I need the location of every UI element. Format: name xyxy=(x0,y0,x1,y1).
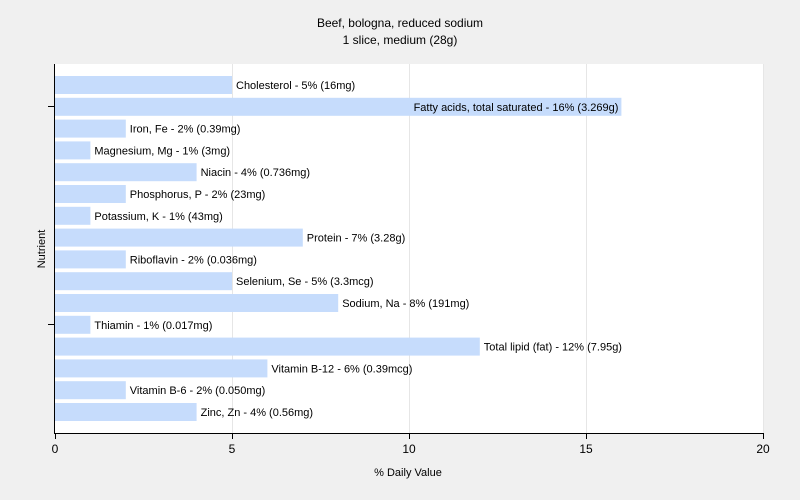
bar xyxy=(55,228,303,247)
bar-label: Zinc, Zn - 4% (0.56mg) xyxy=(201,407,313,419)
bar xyxy=(55,185,126,203)
bar-label: Thiamin - 1% (0.017mg) xyxy=(94,320,212,332)
x-tick-label: 15 xyxy=(579,442,593,456)
bar xyxy=(55,163,197,182)
bar-label: Protein - 7% (3.28g) xyxy=(307,233,405,245)
bar-label: Sodium, Na - 8% (191mg) xyxy=(342,298,469,310)
bar-label: Vitamin B-6 - 2% (0.050mg) xyxy=(130,385,266,397)
bar xyxy=(55,337,480,356)
x-axis-title: % Daily Value xyxy=(374,467,442,479)
bar-label: Fatty acids, total saturated - 16% (3.26… xyxy=(414,102,619,114)
bar xyxy=(55,141,91,160)
bar xyxy=(55,359,268,378)
bar xyxy=(55,381,126,400)
bar-label: Selenium, Se - 5% (3.3mcg) xyxy=(236,276,374,288)
bar-label: Niacin - 4% (0.736mg) xyxy=(201,167,310,179)
bar-label: Total lipid (fat) - 12% (7.95g) xyxy=(484,342,622,354)
chart-subtitle: 1 slice, medium (28g) xyxy=(343,33,458,47)
bar-labels-group: Cholesterol - 5% (16mg) Fatty acids, tota… xyxy=(94,80,622,419)
bar xyxy=(55,206,91,225)
bar-label: Vitamin B-12 - 6% (0.39mcg) xyxy=(271,363,412,375)
bar xyxy=(55,294,339,312)
chart-title: Beef, bologna, reduced sodium xyxy=(317,16,483,30)
bar xyxy=(55,315,91,334)
x-tick-label: 0 xyxy=(52,442,59,456)
bar xyxy=(55,97,622,116)
bar-label: Cholesterol - 5% (16mg) xyxy=(236,80,355,92)
bar xyxy=(55,76,232,94)
x-tick-label: 10 xyxy=(402,442,416,456)
bar xyxy=(55,119,126,138)
bar-label: Riboflavin - 2% (0.036mg) xyxy=(130,254,257,266)
bar xyxy=(55,403,197,421)
y-axis-title: Nutrient xyxy=(36,230,48,269)
bar xyxy=(55,250,126,269)
bar-label: Magnesium, Mg - 1% (3mg) xyxy=(94,145,230,157)
bar-label: Phosphorus, P - 2% (23mg) xyxy=(130,189,266,201)
x-tick-label: 20 xyxy=(756,442,770,456)
bar-label: Potassium, K - 1% (43mg) xyxy=(94,211,222,223)
bar xyxy=(55,272,232,291)
x-tick-label: 5 xyxy=(229,442,236,456)
x-axis-ticks: 0 5 10 15 20 xyxy=(52,433,770,456)
bars-group xyxy=(55,76,622,421)
bar-label: Iron, Fe - 2% (0.39mg) xyxy=(130,124,241,136)
